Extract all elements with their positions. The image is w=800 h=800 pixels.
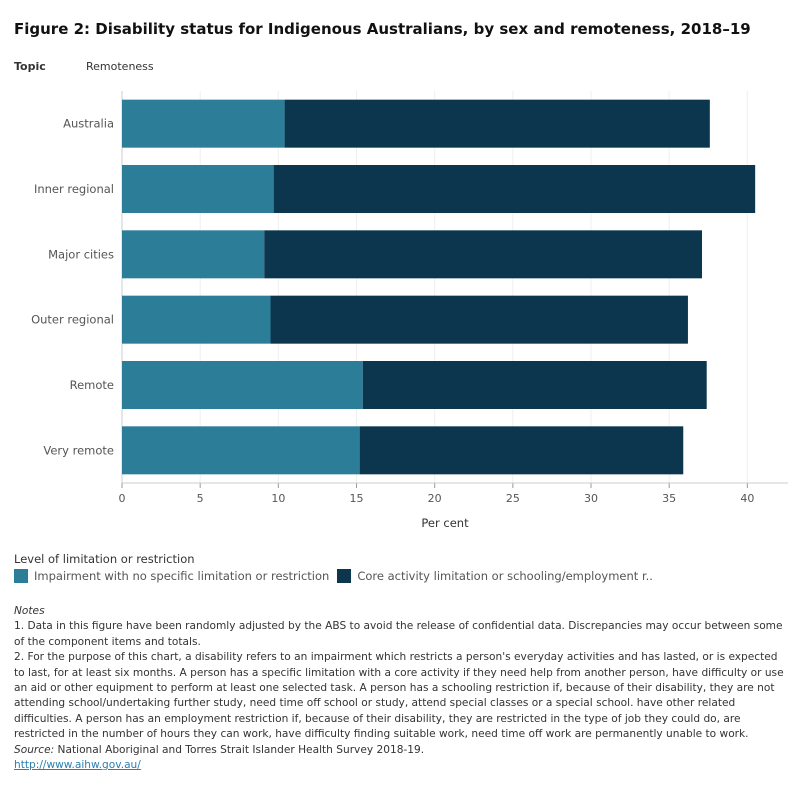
legend-swatch xyxy=(337,569,352,583)
x-tick-label: 0 xyxy=(119,492,126,505)
legend-label: Impairment with no specific limitation o… xyxy=(34,569,330,583)
category-label: Australia xyxy=(63,117,114,131)
bar-segment xyxy=(359,426,684,475)
notes: Notes 1. Data in this figure have been r… xyxy=(14,604,790,773)
topic-header: Topic xyxy=(14,60,46,73)
legend-item-core[interactable]: Core activity limitation or schooling/em… xyxy=(337,569,653,583)
legend-item-impairment[interactable]: Impairment with no specific limitation o… xyxy=(14,569,329,583)
x-tick-label: 10 xyxy=(271,492,285,505)
aihw-link[interactable]: http://www.aihw.gov.au/ xyxy=(14,759,141,772)
legend-swatch xyxy=(14,569,28,583)
legend-title: Level of limitation or restriction xyxy=(14,552,195,566)
remoteness-header: Remoteness xyxy=(86,60,154,73)
x-tick-label: 25 xyxy=(506,492,520,505)
source-label: Source: xyxy=(14,743,55,756)
legend-label: Core activity limitation or schooling/em… xyxy=(357,569,653,583)
bar-chart: 0 5 10 15 20 25 30 35 40 Australia Inner regional M… xyxy=(31,91,788,530)
category-label: Major cities xyxy=(48,247,114,261)
chart-title: Figure 2: Disability status for Indigeno… xyxy=(14,20,751,38)
category-label: Outer regional xyxy=(31,313,114,327)
bar-segment xyxy=(273,165,756,213)
bar-segment xyxy=(122,295,271,344)
bar-segment xyxy=(264,230,703,279)
category-label: Inner regional xyxy=(34,182,114,196)
x-tick-label: 5 xyxy=(197,492,204,505)
x-axis-label: Per cent xyxy=(421,516,469,530)
note-2: 2. For the purpose of this chart, a disa… xyxy=(14,651,784,741)
source-text: National Aboriginal and Torres Strait Is… xyxy=(54,743,425,756)
x-tick-label: 35 xyxy=(662,492,676,505)
bar-segment xyxy=(270,295,688,344)
x-tick-label: 15 xyxy=(350,492,364,505)
bar-segment xyxy=(122,99,285,148)
bar-segment xyxy=(122,165,274,213)
legend: Impairment with no specific limitation o… xyxy=(14,569,661,583)
bar-segment xyxy=(122,230,265,279)
bar-segment xyxy=(122,426,360,475)
x-tick-label: 40 xyxy=(740,492,754,505)
x-tick-label: 20 xyxy=(428,492,442,505)
bar-segment xyxy=(284,99,710,148)
category-label: Very remote xyxy=(43,443,114,457)
x-tick-label: 30 xyxy=(584,492,598,505)
note-1: 1. Data in this figure have been randoml… xyxy=(14,620,783,648)
notes-heading: Notes xyxy=(14,605,45,617)
bar-segment xyxy=(362,361,707,409)
bar-segment xyxy=(122,361,363,409)
category-label: Remote xyxy=(70,378,114,392)
